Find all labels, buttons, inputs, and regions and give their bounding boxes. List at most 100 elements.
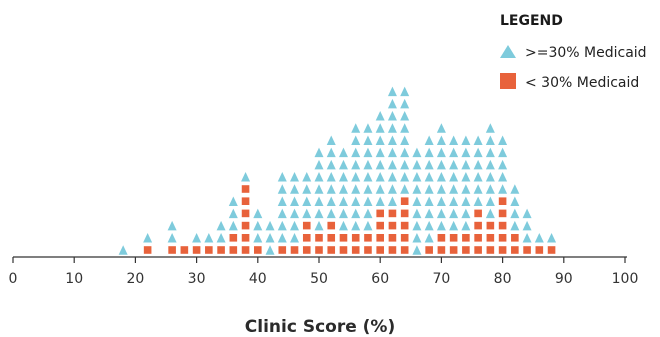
- triangle-marker: [277, 196, 287, 206]
- triangle-marker: [473, 135, 483, 145]
- square-marker: [143, 246, 152, 254]
- triangle-marker: [400, 184, 410, 194]
- triangle-marker: [547, 233, 557, 243]
- x-tick-label: 0: [9, 271, 18, 287]
- triangle-marker: [228, 208, 238, 219]
- square-marker: [168, 246, 176, 254]
- square-marker: [229, 234, 238, 242]
- square-marker: [241, 209, 250, 218]
- triangle-marker: [326, 172, 336, 182]
- triangle-marker: [436, 196, 446, 206]
- triangle-marker: [485, 147, 495, 158]
- triangle-marker: [375, 172, 385, 182]
- triangle-marker: [363, 159, 373, 170]
- triangle-marker: [400, 159, 410, 170]
- triangle-marker: [277, 208, 287, 219]
- triangle-marker: [387, 159, 397, 170]
- triangle-marker: [510, 196, 520, 206]
- square-marker: [364, 234, 372, 242]
- square-marker: [376, 234, 384, 242]
- triangle-marker: [449, 196, 459, 206]
- triangle-marker: [326, 159, 336, 170]
- triangle-marker: [461, 159, 471, 170]
- triangle-marker: [351, 184, 361, 194]
- triangle-marker: [461, 220, 471, 231]
- triangle-marker: [436, 159, 446, 170]
- x-tick-label: 60: [371, 271, 389, 287]
- square-marker: [523, 246, 531, 254]
- triangle-marker: [522, 220, 532, 231]
- triangle-marker: [290, 233, 300, 243]
- square-marker: [376, 246, 384, 254]
- square-marker: [302, 246, 311, 254]
- triangle-marker: [400, 147, 410, 158]
- triangle-marker: [253, 220, 263, 231]
- triangle-marker: [473, 184, 483, 194]
- triangle-marker: [290, 184, 300, 194]
- triangle-marker: [375, 159, 385, 170]
- triangle-marker: [436, 172, 446, 182]
- triangle-marker: [302, 196, 312, 206]
- square-marker: [449, 246, 458, 254]
- triangle-marker: [424, 196, 434, 206]
- triangle-marker: [387, 86, 397, 97]
- triangle-marker: [424, 159, 434, 170]
- triangle-marker: [498, 172, 508, 182]
- triangle-marker: [363, 135, 373, 145]
- square-marker: [315, 246, 323, 254]
- triangle-marker: [534, 233, 544, 243]
- triangle-marker: [387, 196, 397, 206]
- square-marker: [462, 246, 470, 254]
- triangle-marker: [338, 196, 348, 206]
- triangle-marker: [424, 147, 434, 158]
- triangle-marker: [461, 196, 471, 206]
- x-axis-title: Clinic Score (%): [245, 317, 395, 337]
- triangle-marker: [265, 220, 275, 231]
- triangle-marker: [461, 135, 471, 145]
- square-marker: [351, 246, 360, 254]
- triangle-marker: [265, 233, 275, 243]
- triangle-marker: [387, 147, 397, 158]
- triangle-marker: [449, 172, 459, 182]
- triangle-marker: [277, 184, 287, 194]
- square-marker: [339, 246, 348, 254]
- triangle-marker: [375, 196, 385, 206]
- square-marker: [376, 221, 384, 230]
- square-marker: [302, 221, 311, 230]
- square-marker: [474, 246, 482, 254]
- triangle-marker: [522, 233, 532, 243]
- square-marker: [192, 246, 201, 254]
- square-marker: [376, 209, 384, 218]
- triangle-marker: [302, 208, 312, 219]
- square-marker: [217, 246, 225, 254]
- triangle-marker: [338, 220, 348, 231]
- triangle-marker: [449, 184, 459, 194]
- square-marker: [180, 246, 189, 254]
- square-marker: [351, 234, 360, 242]
- square-marker: [498, 221, 507, 230]
- square-marker: [339, 234, 348, 242]
- triangle-marker: [351, 208, 361, 219]
- x-tick-label: 100: [612, 271, 639, 287]
- square-marker: [400, 234, 409, 242]
- triangle-marker: [424, 172, 434, 182]
- triangle-marker: [461, 184, 471, 194]
- triangle-marker: [167, 220, 177, 231]
- triangle-marker: [375, 147, 385, 158]
- square-marker: [388, 221, 397, 230]
- x-tick-label: 20: [126, 271, 144, 287]
- triangle-marker: [228, 220, 238, 231]
- triangle-marker: [522, 208, 532, 219]
- triangle-marker: [412, 172, 422, 182]
- square-marker: [437, 246, 446, 254]
- triangle-marker: [412, 208, 422, 219]
- triangle-marker: [387, 123, 397, 133]
- triangle-marker: [400, 111, 410, 121]
- triangle-marker: [143, 233, 153, 243]
- triangle-marker: [351, 196, 361, 206]
- square-marker: [511, 246, 519, 254]
- triangle-marker: [228, 196, 238, 206]
- square-marker: [290, 246, 299, 254]
- square-marker: [486, 246, 495, 254]
